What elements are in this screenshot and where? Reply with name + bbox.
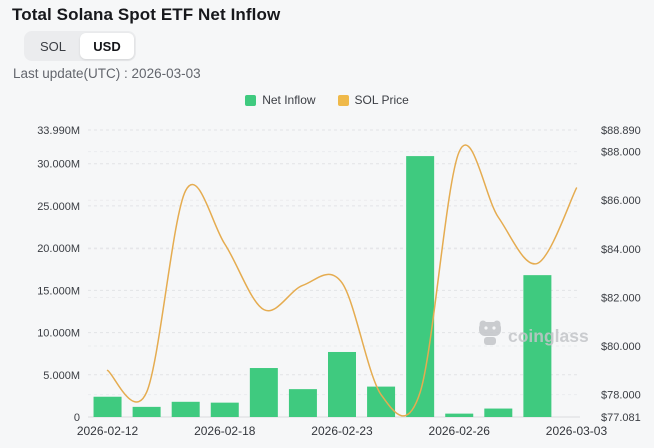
y-axis-label-left: 25.000M <box>37 201 80 213</box>
unit-toggle: SOL USD <box>24 31 136 61</box>
y-axis-label-left: 10.000M <box>37 328 80 340</box>
inflow-bar[interactable] <box>288 389 317 417</box>
inflow-bar[interactable] <box>132 406 161 417</box>
y-axis-label-left: 0 <box>74 412 80 424</box>
y-axis-label-right: $88.000 <box>601 147 641 159</box>
chart-legend: Net Inflow SOL Price <box>0 93 654 107</box>
y-axis-label-left: 15.000M <box>37 285 80 297</box>
x-axis-label: 2026-03-03 <box>546 424 608 438</box>
toggle-usd-button[interactable]: USD <box>80 33 134 59</box>
y-axis-label-right: $88.890 <box>601 125 641 137</box>
inflow-bar[interactable] <box>93 396 122 417</box>
inflow-bar[interactable] <box>328 351 356 417</box>
page-title: Total Solana Spot ETF Net Inflow <box>12 5 281 24</box>
y-axis-label-right: $77.081 <box>601 412 641 424</box>
inflow-bar[interactable] <box>210 402 239 417</box>
inflow-bar[interactable] <box>171 401 200 417</box>
y-axis-label-left: 30.000M <box>37 159 80 171</box>
sol-price-swatch-icon <box>337 94 349 106</box>
y-axis-label-left: 33.990M <box>37 125 80 137</box>
y-axis-label-left: 20.000M <box>37 243 80 255</box>
x-axis-label: 2026-02-12 <box>77 424 139 438</box>
inflow-bar[interactable] <box>249 368 278 417</box>
legend-item-sol-price[interactable]: SOL Price <box>337 93 409 107</box>
toggle-sol-button[interactable]: SOL <box>26 33 80 59</box>
y-axis-label-right: $82.000 <box>601 292 641 304</box>
net-inflow-swatch-icon <box>245 94 257 106</box>
coinglass-watermark: coinglass <box>479 320 589 346</box>
last-update-text: Last update(UTC) : 2026-03-03 <box>13 66 201 81</box>
legend-label: SOL Price <box>354 93 409 107</box>
inflow-bar[interactable] <box>406 156 435 417</box>
x-axis-label: 2026-02-26 <box>429 424 491 438</box>
y-axis-label-right: $86.000 <box>601 195 641 207</box>
legend-item-net-inflow[interactable]: Net Inflow <box>245 93 316 107</box>
inflow-bar[interactable] <box>367 386 396 417</box>
inflow-bar[interactable] <box>523 275 552 417</box>
inflow-bar[interactable] <box>484 408 513 417</box>
x-axis-label: 2026-02-23 <box>311 424 373 438</box>
chart-canvas[interactable]: coinglass 33.990M 30.000M 25.000M 20.000M 15.… <box>0 112 654 443</box>
x-axis-label: 2026-02-18 <box>194 424 256 438</box>
y-axis-label-right: $80.000 <box>601 341 641 353</box>
price-line[interactable] <box>106 144 578 417</box>
legend-label: Net Inflow <box>262 93 316 107</box>
y-axis-label-right: $84.000 <box>601 244 641 256</box>
watermark-text: coinglass <box>508 326 589 346</box>
inflow-bar[interactable] <box>445 413 474 417</box>
chart-area[interactable]: coinglass 33.990M 30.000M 25.000M 20.000M 15.… <box>0 112 654 443</box>
y-axis-label-right: $78.000 <box>601 390 641 402</box>
y-axis-label-left: 5.000M <box>43 370 80 382</box>
